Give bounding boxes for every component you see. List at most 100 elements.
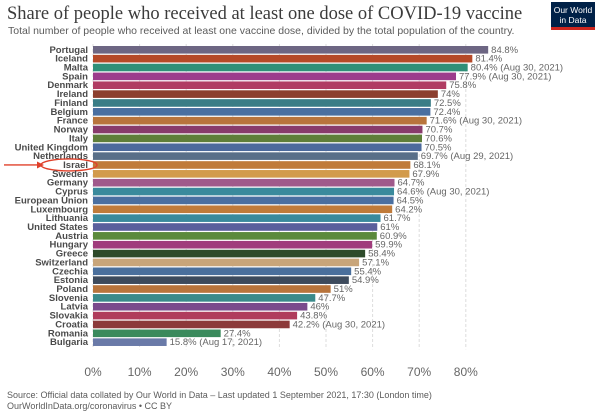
bar (93, 178, 395, 187)
x-tick-label: 40% (267, 365, 291, 379)
logo-line-2: in Data (559, 15, 587, 25)
category-label: Hungary (49, 240, 88, 251)
bar (93, 99, 431, 107)
bar (93, 152, 418, 160)
bar (93, 267, 352, 276)
data-label: 81.4% (475, 54, 502, 65)
x-tick-label: 10% (128, 365, 152, 379)
data-label: 54.9% (352, 275, 379, 286)
category-label: Malta (64, 63, 89, 74)
bar (93, 108, 431, 116)
bar (93, 311, 298, 320)
x-tick-label: 60% (361, 365, 385, 379)
data-label: 64.7% (398, 178, 425, 189)
data-label: 43.8% (300, 311, 327, 322)
x-tick-label: 70% (407, 365, 431, 379)
category-label: Croatia (55, 319, 88, 330)
data-label: 70.6% (425, 133, 452, 144)
logo-line-1: Our World (553, 5, 593, 15)
owid-logo[interactable]: Our World in Data (551, 2, 595, 30)
category-label: Czechia (52, 266, 89, 277)
data-label: 69.7% (Aug 29, 2021) (421, 151, 513, 162)
bar (93, 72, 457, 81)
x-tick-label: 20% (174, 365, 198, 379)
source-line-2[interactable]: OurWorldInData.org/coronavirus • CC BY (7, 401, 173, 411)
logo-accent-bar (551, 27, 595, 30)
bar (93, 187, 395, 196)
data-label: 60.9% (380, 231, 407, 242)
source-note: Source: Official data collated by Our Wo… (7, 390, 432, 412)
data-label: 55.4% (354, 266, 381, 277)
category-label: Greece (56, 249, 88, 260)
bar (93, 46, 489, 54)
bar (93, 240, 373, 249)
bar (93, 302, 308, 311)
category-label: Switzerland (35, 257, 88, 268)
bar (93, 338, 167, 346)
bar (93, 276, 349, 284)
data-label: 64.5% (397, 195, 424, 206)
category-label: Germany (47, 178, 89, 189)
category-label: Bulgaria (50, 337, 89, 348)
category-label: Spain (62, 71, 88, 82)
category-label: Poland (56, 284, 88, 295)
category-label: Austria (55, 231, 88, 242)
data-label: 74% (441, 89, 461, 100)
bar (93, 116, 427, 125)
data-label: 72.5% (434, 98, 461, 109)
category-label: Latvia (61, 302, 89, 313)
data-label: 64.6% (Aug 30, 2021) (397, 187, 489, 198)
data-label: 42.2% (Aug 30, 2021) (293, 319, 385, 330)
category-label: Estonia (54, 275, 89, 286)
x-tick-label: 0% (84, 365, 102, 379)
data-label: 51% (334, 284, 354, 295)
x-tick-label: 50% (314, 365, 338, 379)
data-label: 70.7% (425, 125, 452, 136)
bar (93, 196, 394, 205)
bar (93, 214, 381, 222)
data-label: 57.1% (362, 257, 389, 268)
category-label: Netherlands (33, 151, 88, 162)
category-label: Ireland (57, 89, 88, 100)
category-label: Israel (63, 160, 88, 171)
data-label: 46% (310, 302, 330, 313)
data-label: 61% (380, 222, 400, 233)
bar (93, 205, 393, 214)
data-label: 58.4% (368, 249, 395, 260)
category-label: Luxembourg (30, 204, 88, 215)
category-label: Portugal (49, 45, 88, 56)
data-label: 72.4% (433, 107, 460, 118)
bar (93, 134, 422, 143)
data-label: 75.8% (449, 80, 476, 91)
bar (93, 285, 331, 293)
bar (93, 320, 290, 329)
data-label: 47.7% (318, 293, 345, 304)
data-label: 77.9% (Aug 30, 2021) (459, 71, 551, 82)
data-label: 59.9% (375, 240, 402, 251)
category-label: European Union (15, 195, 89, 206)
category-label: Slovakia (49, 311, 88, 322)
category-label: Cyprus (55, 187, 88, 198)
category-label: Romania (48, 328, 89, 339)
chart-subtitle: Total number of people who received at l… (8, 25, 515, 37)
data-label: 64.2% (395, 204, 422, 215)
category-label: Lithuania (46, 213, 89, 224)
bar (93, 232, 377, 240)
category-label: Sweden (52, 169, 88, 180)
category-label: Slovenia (49, 293, 89, 304)
data-label: 84.8% (491, 45, 518, 56)
category-label: United Kingdom (15, 142, 88, 153)
data-label: 15.8% (Aug 17, 2021) (170, 337, 262, 348)
highlight-arrow-head (37, 161, 44, 169)
data-label: 61.7% (384, 213, 411, 224)
bar (93, 81, 447, 90)
data-label: 71.6% (Aug 30, 2021) (430, 116, 522, 127)
x-tick-label: 80% (454, 365, 478, 379)
bar (93, 329, 221, 338)
data-label: 68.1% (413, 160, 440, 171)
x-tick-label: 30% (221, 365, 245, 379)
category-label: Italy (69, 133, 89, 144)
category-label: France (57, 116, 88, 127)
bar (93, 223, 378, 231)
category-label: Belgium (51, 107, 88, 118)
